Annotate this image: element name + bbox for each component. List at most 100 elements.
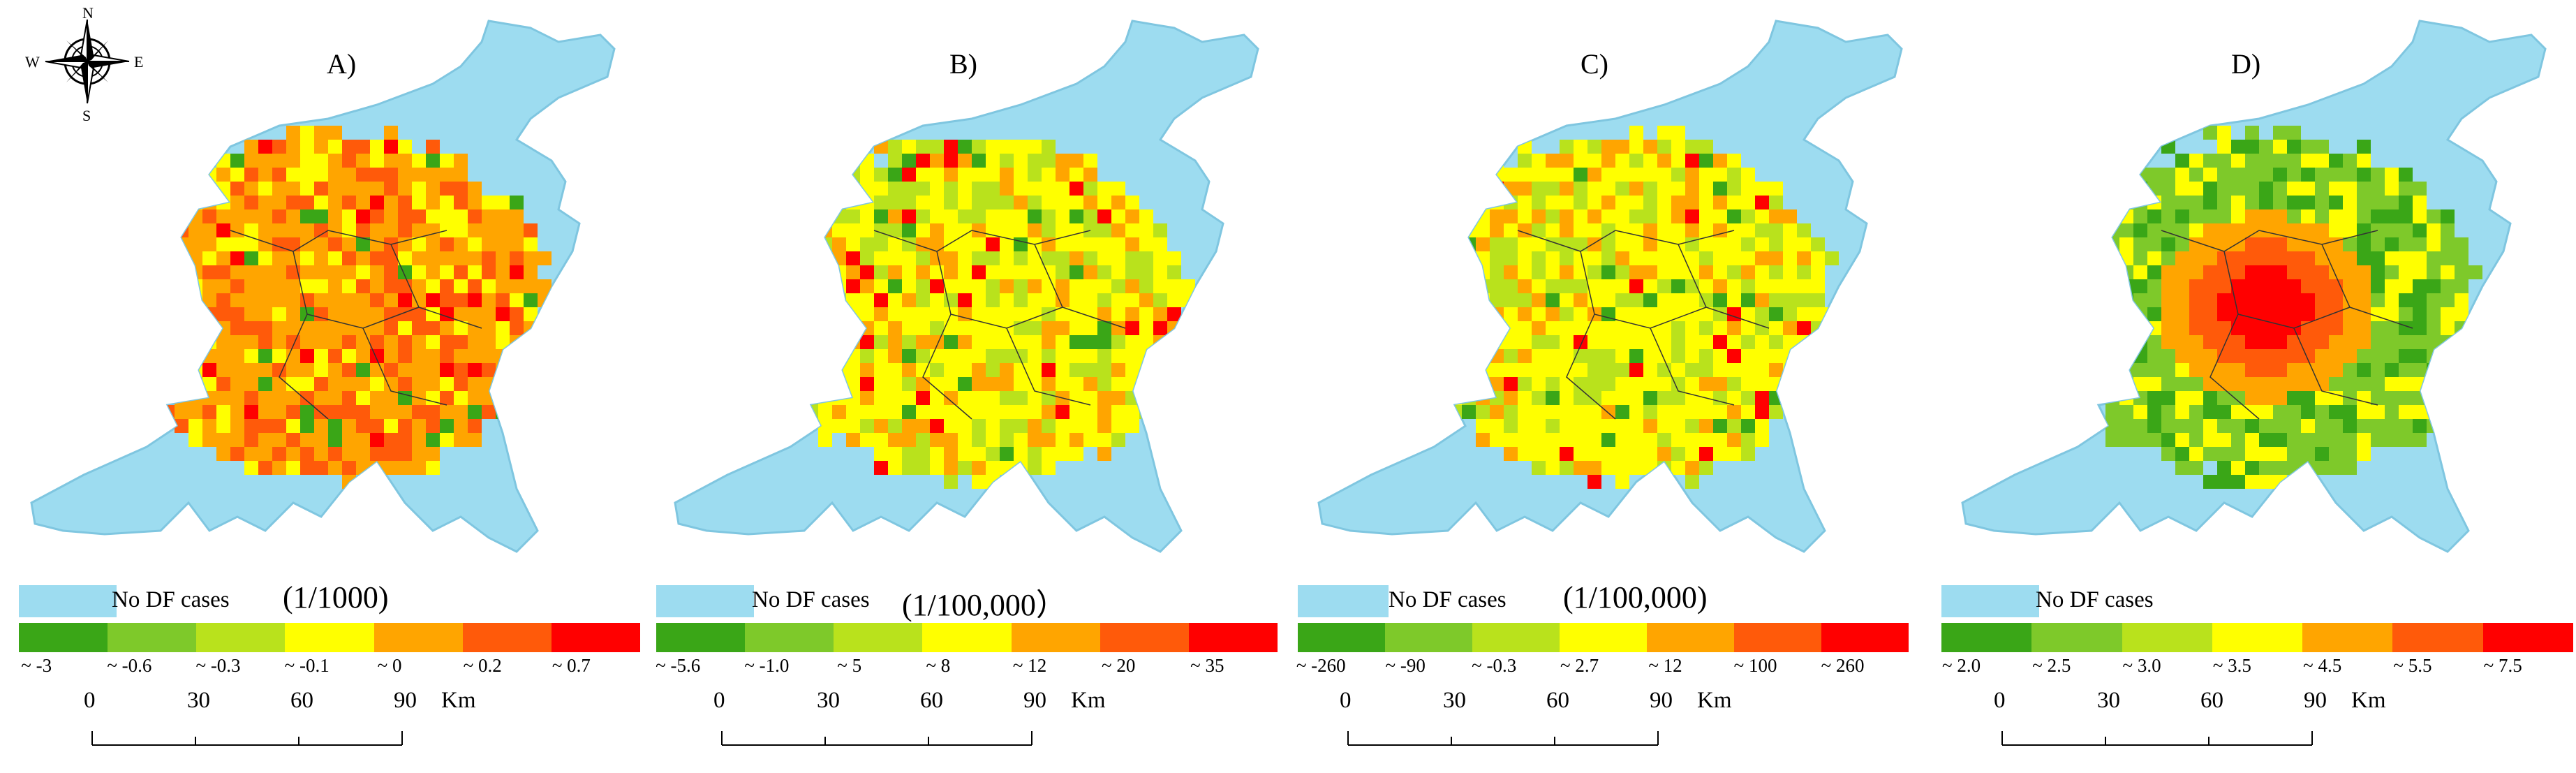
legend-tick-label: ~ -5.6: [656, 655, 701, 676]
scale-bar-tick-label: 30: [817, 688, 840, 713]
legend-tick-label: ~ 35: [1190, 655, 1224, 676]
compass-s: S: [82, 107, 91, 124]
no-df-swatch: [1941, 585, 2039, 617]
legend-tick-label: ~ 5: [837, 655, 862, 676]
legend-tick-label: ~ 260: [1821, 655, 1865, 676]
legend-tick-label: ~ -90: [1385, 655, 1426, 676]
scale-bar-tick-label: 30: [187, 688, 210, 713]
legend-tick-label: ~ 3.0: [2122, 655, 2161, 676]
scale-bar-unit: Km: [1071, 688, 1106, 713]
legend-tick-label: ~ 3.5: [2212, 655, 2251, 676]
scale-bar: [2001, 731, 2313, 746]
district-boundaries: [2161, 230, 2413, 420]
district-boundaries: [873, 230, 1126, 420]
scale-bar-tick-label: 60: [920, 688, 943, 713]
ramp-swatch: [745, 623, 834, 652]
legend-tick-label: ~ -0.1: [284, 655, 330, 676]
no-df-swatch: [656, 585, 754, 617]
ramp-swatch: [551, 623, 640, 652]
legend-tick-label: ~ 5.5: [2393, 655, 2432, 676]
scale-bar-unit: Km: [441, 688, 476, 713]
legend-tick-label: ~ 12: [1648, 655, 1682, 676]
ramp-swatch: [462, 623, 552, 652]
no-df-label: No DF cases: [752, 587, 870, 612]
ramp-swatch: [285, 623, 374, 652]
color-ramp: [19, 623, 640, 652]
legend-tick-label: ~ 8: [926, 655, 951, 676]
legend-tick-label: ~ 100: [1733, 655, 1777, 676]
no-df-swatch: [19, 585, 117, 617]
legend-tick-label: ~ -0.6: [107, 655, 152, 676]
ramp-swatch: [2212, 623, 2303, 652]
panel-title: C): [1581, 48, 1608, 80]
scale-bar-tick-label: 60: [2200, 688, 2223, 713]
ramp-swatch: [1011, 623, 1100, 652]
ramp-swatch: [1385, 623, 1472, 652]
legend-tick-label: ~ -1.0: [744, 655, 790, 676]
legend-tick-label: ~ 12: [1012, 655, 1047, 676]
ramp-swatch: [922, 623, 1012, 652]
compass-w: W: [25, 53, 40, 71]
scale-bar-tick-label: 90: [1023, 688, 1046, 713]
ramp-swatch: [373, 623, 463, 652]
ramp-swatch: [2302, 623, 2393, 652]
choropleth-map: [30, 20, 616, 553]
scale-bar-tick-label: 30: [1443, 688, 1466, 713]
scale-bar: [721, 731, 1032, 746]
choropleth-map: [1317, 20, 1903, 553]
compass-rose: N S E W: [25, 6, 143, 124]
legend-tick-label: ~ 0: [377, 655, 402, 676]
ramp-swatch: [2392, 623, 2483, 652]
scale-bar-tick-label: 0: [1340, 688, 1352, 713]
no-df-label: No DF cases: [2036, 587, 2154, 612]
scale-bar-unit: Km: [1697, 688, 1732, 713]
map-panel: A) No DF cases (1/1000) ~ -3 ~ -0.6 ~ -0.3 ~ -…: [0, 0, 644, 773]
legend-tick-label: ~ 0.2: [463, 655, 502, 676]
ramp-swatch: [834, 623, 923, 652]
legend-tick-label: ~ 2.5: [2032, 655, 2071, 676]
legend-tick-label: ~ -3: [21, 655, 52, 676]
ramp-swatch: [2031, 623, 2122, 652]
panel-title: A): [327, 48, 357, 80]
ramp-swatch: [108, 623, 197, 652]
map-panel: C) No DF cases (1/100,000) ~ -260 ~ -90 ~ -0.…: [1287, 0, 1931, 773]
legend-unit: (1/100,000）: [902, 588, 1067, 622]
ramp-swatch: [2122, 623, 2212, 652]
ramp-swatch: [1560, 623, 1647, 652]
district-boundaries: [230, 230, 482, 420]
ramp-swatch: [1941, 623, 2032, 652]
no-df-label: No DF cases: [1389, 587, 1507, 612]
legend-tick-label: ~ 7.5: [2483, 655, 2522, 676]
ramp-swatch: [1298, 623, 1385, 652]
legend-unit: (1/1000): [283, 580, 389, 614]
scale-bar-tick-label: 0: [713, 688, 725, 713]
scale-bar-tick-label: 60: [1546, 688, 1569, 713]
choropleth-map: [674, 20, 1259, 553]
panel-title: D): [2231, 48, 2261, 80]
ramp-swatch: [2482, 623, 2573, 652]
ramp-swatch: [1647, 623, 1734, 652]
scale-bar-tick-label: 60: [290, 688, 313, 713]
legend-tick-label: ~ 2.0: [1941, 655, 1981, 676]
ramp-swatch: [656, 623, 746, 652]
scale-bar-tick-label: 90: [1650, 688, 1673, 713]
ramp-swatch: [1821, 623, 1909, 652]
scale-bar-tick-label: 0: [84, 688, 96, 713]
legend-tick-label: ~ 20: [1102, 655, 1136, 676]
district-boundaries: [1517, 230, 1770, 420]
compass-e: E: [134, 53, 143, 71]
compass-n: N: [82, 6, 94, 22]
scale-bar-unit: Km: [2351, 688, 2386, 713]
choropleth-map: [1961, 20, 2547, 553]
legend-tick-label: ~ 0.7: [552, 655, 591, 676]
legend-tick-label: ~ -260: [1296, 655, 1346, 676]
ramp-swatch: [1100, 623, 1189, 652]
ramp-swatch: [1472, 623, 1560, 652]
color-ramp: [1941, 623, 2573, 652]
legend-tick-label: ~ 2.7: [1560, 655, 1599, 676]
scale-bar-tick-label: 90: [394, 688, 417, 713]
ramp-swatch: [196, 623, 286, 652]
color-ramp: [1298, 623, 1909, 652]
color-ramp: [656, 623, 1278, 652]
legend-unit: (1/100,000): [1563, 580, 1708, 614]
